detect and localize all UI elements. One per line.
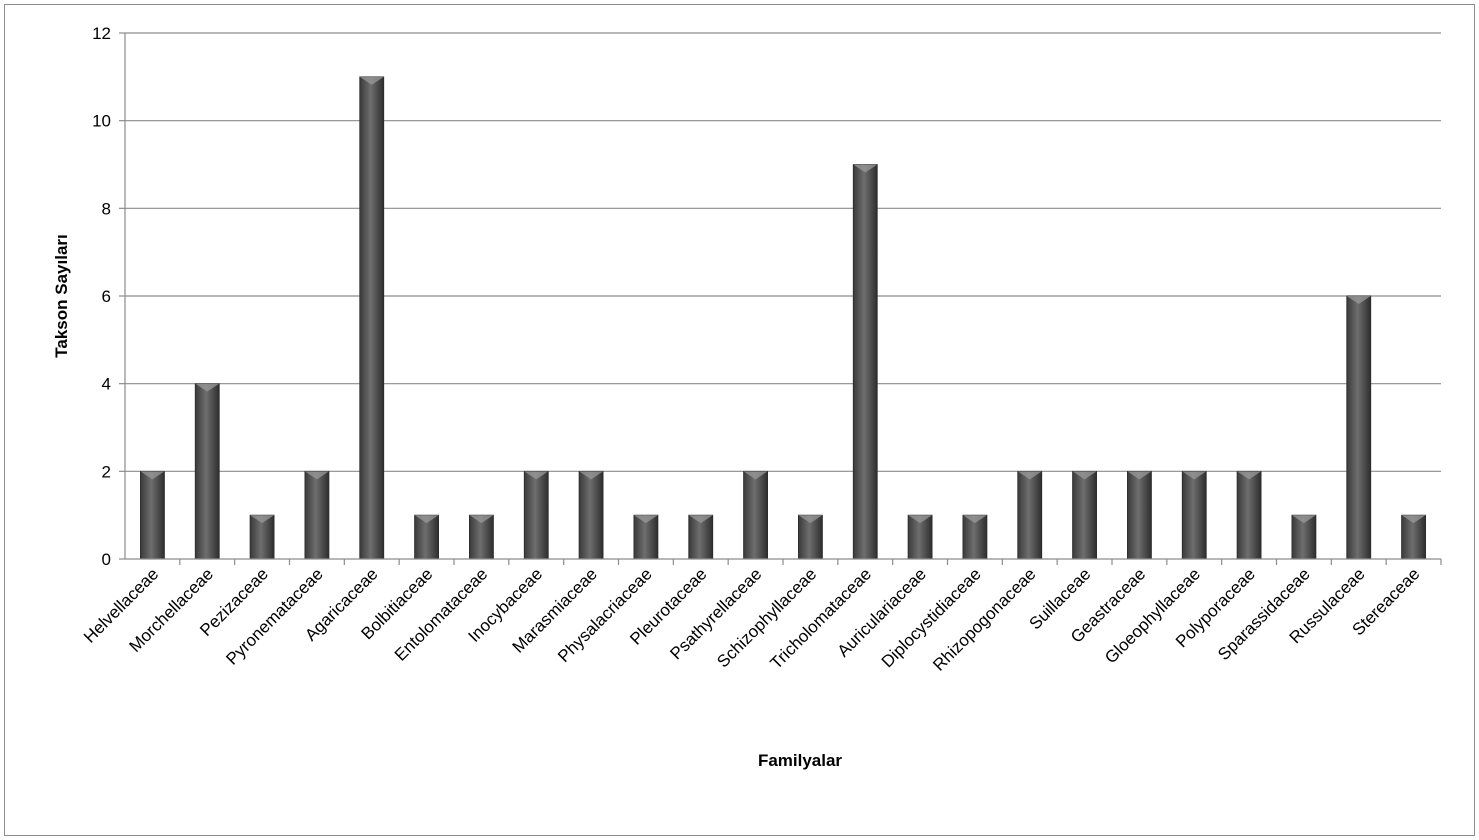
- gridlines: [119, 32, 1441, 560]
- bar-cap: [140, 471, 165, 480]
- bar-cap: [688, 515, 713, 524]
- bar-marasmiaceae: [578, 470, 604, 560]
- bar-polyporaceae: [1236, 470, 1262, 560]
- bar-suillaceae: [1072, 470, 1097, 560]
- y-tick-label: 6: [102, 287, 111, 306]
- y-tick-label: 12: [92, 24, 111, 43]
- y-tick-label: 2: [102, 462, 111, 481]
- y-tick-labels: 0 2 4 6 8 10 12: [92, 24, 111, 569]
- bar-cap: [962, 515, 987, 524]
- bar-cap: [633, 515, 658, 524]
- bar-morchellaceae: [194, 383, 220, 560]
- y-tick-label: 10: [92, 112, 111, 131]
- bar-cap: [579, 471, 604, 480]
- x-tick-label: Entolomataceae: [391, 564, 491, 664]
- bar-cap: [1401, 515, 1426, 524]
- x-tick-label: Tricholomataceae: [767, 564, 876, 673]
- bars: [140, 76, 1426, 560]
- x-tick-label: Pyronemataceae: [222, 564, 326, 668]
- bar-gloeophyllaceae: [1181, 470, 1207, 560]
- bar-cap: [1346, 296, 1371, 304]
- bar-geastraceae: [1127, 470, 1152, 560]
- x-tick-label: Physalacriaceae: [554, 564, 656, 666]
- y-tick-label: 8: [102, 199, 111, 218]
- x-tick-label: Schizophyllaceae: [713, 564, 820, 671]
- bar-cap: [1127, 471, 1152, 480]
- bar-cap: [359, 76, 384, 85]
- y-axis-title: Takson Sayıları: [52, 234, 71, 357]
- y-tick-label: 4: [102, 375, 111, 394]
- bar-helvellaceae: [140, 470, 165, 560]
- y-tick-label: 0: [102, 550, 111, 569]
- bar-cap: [1072, 471, 1097, 480]
- bar-pyronemataceae: [304, 470, 330, 560]
- bar-tricholomataceae: [852, 164, 878, 560]
- bar-psathyrellaceae: [743, 470, 768, 560]
- x-axis-title: Familyalar: [758, 751, 842, 770]
- bar-cap: [853, 164, 878, 173]
- x-tick-label: Diplocystidiaceae: [878, 564, 985, 671]
- bar-cap: [469, 515, 494, 524]
- bar-cap: [798, 515, 823, 524]
- bar-cap: [524, 471, 549, 480]
- bar-russulaceae: [1346, 295, 1372, 560]
- bar-cap: [1017, 471, 1042, 480]
- bar-cap: [1291, 515, 1316, 524]
- bar-inocybaceae: [523, 470, 549, 560]
- axes: [124, 33, 1442, 565]
- x-tick-label: Rhizopogonaceae: [929, 564, 1039, 674]
- x-tick-labels: HelvellaceaeMorchellaceaePezizaceaePyron…: [80, 564, 1423, 674]
- bar-agaricaceae: [359, 76, 385, 560]
- bar-cap: [414, 515, 439, 524]
- bar-cap: [250, 515, 275, 524]
- x-tick-label: Sparassidaceae: [1214, 564, 1314, 664]
- bar-cap: [743, 471, 768, 480]
- bar-cap: [304, 471, 329, 480]
- chart-frame: [4, 4, 1475, 836]
- bar-cap: [1237, 471, 1262, 480]
- x-tick-label: Gloeophyllaceae: [1101, 564, 1204, 667]
- bar-cap: [195, 383, 220, 392]
- bar-cap: [1182, 471, 1207, 480]
- bar-cap: [908, 515, 933, 524]
- bar-rhizopogonaceae: [1017, 470, 1043, 560]
